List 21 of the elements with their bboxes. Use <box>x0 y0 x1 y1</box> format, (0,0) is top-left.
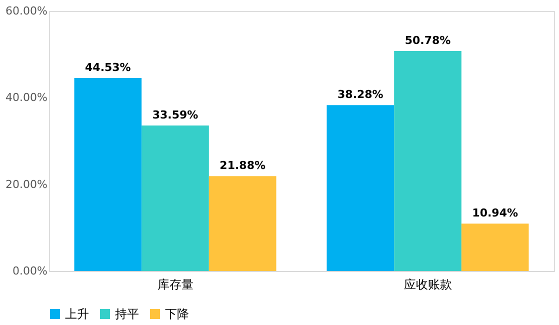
bar <box>208 176 276 271</box>
bar <box>461 224 529 271</box>
bar <box>326 105 394 271</box>
bar <box>142 125 209 271</box>
data-label: 50.78% <box>404 34 451 47</box>
data-label: 38.28% <box>338 88 384 102</box>
bar <box>74 78 142 271</box>
x-tick-label: 库存量 <box>157 278 194 292</box>
y-tick-label: 0.00% <box>12 264 48 278</box>
x-tick-label: 应收账款 <box>404 278 452 292</box>
legend-label: 下降 <box>165 307 189 321</box>
data-label: 10.94% <box>472 206 518 220</box>
data-label: 33.59% <box>152 108 198 122</box>
data-label: 44.53% <box>85 61 131 74</box>
y-tick-label: 60.00% <box>6 4 48 18</box>
data-label: 21.88% <box>220 159 266 172</box>
bar <box>394 50 462 271</box>
legend-label: 上升 <box>65 307 89 321</box>
legend-label: 持平 <box>115 307 139 321</box>
y-tick-label: 40.00% <box>6 91 48 104</box>
y-tick-label: 20.00% <box>6 178 48 191</box>
